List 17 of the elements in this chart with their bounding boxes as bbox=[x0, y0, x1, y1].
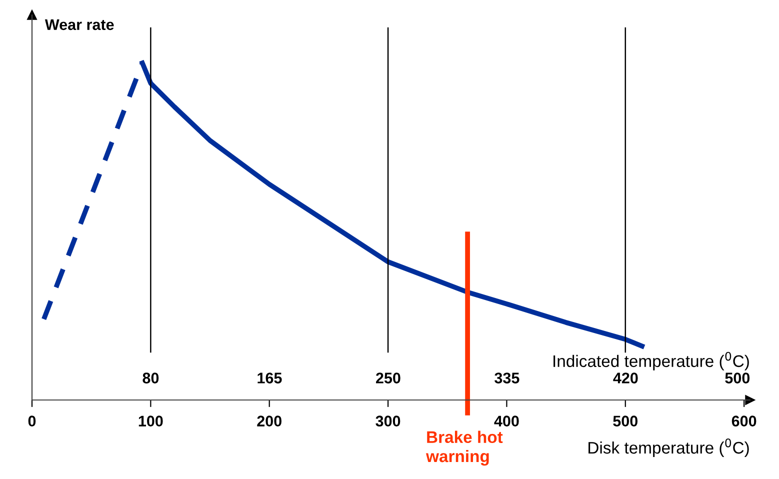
x2-axis-title: Indicated temperature ($^{0}$C) bbox=[554, 352, 749, 370]
x2-tick-label: 500 bbox=[725, 372, 750, 384]
x2-tick-label: 335 bbox=[494, 372, 520, 384]
y-axis-title: Wear rate bbox=[44, 19, 114, 30]
x2-tick-label: 420 bbox=[613, 372, 638, 384]
x-tick-label: 500 bbox=[613, 416, 638, 426]
x-tick-label: 300 bbox=[376, 416, 400, 427]
x-tick-label: 0 bbox=[28, 416, 36, 426]
x-tick-label: 100 bbox=[138, 416, 163, 426]
x-tick-label: 200 bbox=[257, 416, 282, 426]
x-axis-title: Disk temperature ($^{0}$C) bbox=[588, 438, 749, 457]
x2-tick-label: 80 bbox=[142, 372, 159, 384]
x2-tick-label: 165 bbox=[258, 372, 282, 384]
x-tick-label: 600 bbox=[732, 416, 756, 426]
ref-line-label: Brake hot warning bbox=[426, 430, 503, 466]
x2-tick-label: 250 bbox=[376, 372, 400, 384]
x-tick-label: 400 bbox=[494, 416, 519, 426]
